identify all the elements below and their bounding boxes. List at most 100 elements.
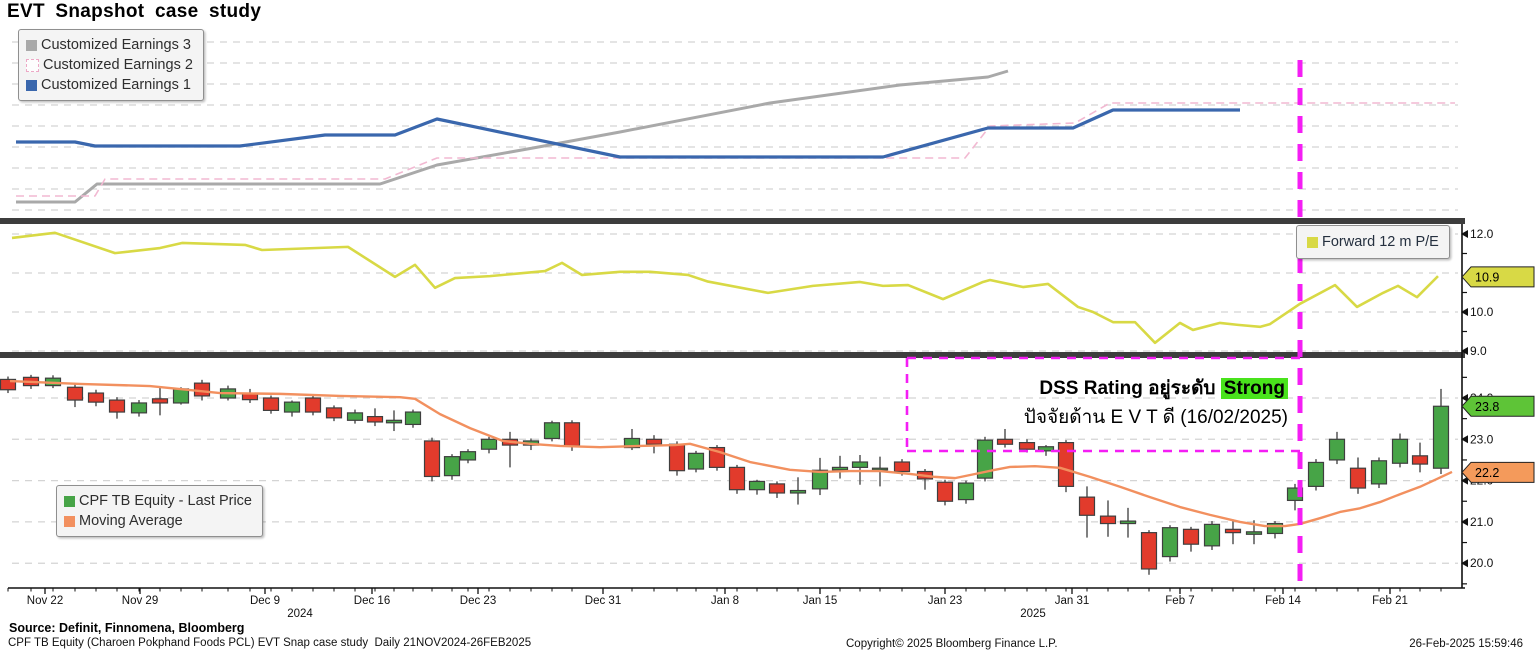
pe-panel (11, 231, 1458, 352)
right-value-axis: 12.010.09.024.023.022.021.020.010.923.82… (1461, 224, 1535, 588)
candle-down (563, 422, 581, 447)
candle-down (66, 386, 84, 401)
candle-down (728, 466, 746, 491)
candle-up (346, 412, 364, 421)
candle-down (1018, 442, 1036, 450)
candle-up (831, 466, 849, 471)
strong-rating-highlight: Strong (1220, 378, 1288, 399)
candle-up (130, 402, 148, 414)
earnings-panel (12, 41, 1458, 211)
candle-up (1307, 461, 1325, 487)
candle-down (87, 392, 105, 403)
legend-label: Moving Average (79, 513, 183, 529)
x-axis-year-label: 2024 (287, 608, 313, 620)
candle-up (1245, 531, 1263, 535)
candle-down (304, 397, 322, 413)
legend-item-last-price: CPF TB Equity - Last Price (64, 491, 252, 511)
x-axis-date-label: Jan 31 (1055, 595, 1090, 607)
forward-pe-line (11, 231, 1439, 345)
candle-down (325, 407, 343, 419)
x-axis-date-label: Nov 22 (27, 595, 63, 607)
source-text: Source: Definit, Finnomena, Bloomberg (9, 621, 245, 635)
candle-up (385, 419, 403, 424)
candle-up (543, 422, 561, 440)
x-axis-date-label: Dec 9 (250, 595, 280, 607)
x-axis-date-label: Dec 31 (585, 595, 621, 607)
legend-item-forward-pe: Forward 12 m P/E (1307, 232, 1439, 252)
moving-average-line (9, 379, 1453, 528)
candle-up (404, 411, 422, 426)
panel-separator (0, 352, 1465, 358)
candle-up (1161, 527, 1179, 558)
candle-up (789, 489, 807, 494)
blue-line-swatch-icon (26, 79, 37, 91)
x-axis-date-label: Dec 23 (460, 595, 496, 607)
candle-down (1411, 455, 1429, 465)
candle-up (851, 461, 869, 468)
candle-down (1078, 496, 1096, 516)
legend-label: Customized Earnings 2 (43, 57, 193, 73)
axis-tick-label: 23.0 (1470, 432, 1494, 446)
annotation-line-1: DSS Rating อยู่ระดับ Strong (1024, 374, 1288, 403)
candle-down (241, 393, 259, 401)
x-axis-date-label: Jan 23 (928, 595, 963, 607)
legend-item-earnings-2: Customized Earnings 2 (26, 55, 193, 75)
axis-tick-label: 20.0 (1470, 556, 1494, 570)
timestamp-text: 26-Feb-2025 15:59:46 (1409, 638, 1523, 650)
candle-up (283, 401, 301, 413)
x-axis: Nov 22 Nov 29 Dec 9 Dec 16 Dec 23 Dec 31 Jan 8… (7, 587, 1465, 620)
candle-down (893, 461, 911, 473)
candle-up (1203, 523, 1221, 547)
line-customized-earnings-2 (16, 102, 1455, 197)
earnings-legend: Customized Earnings 3 Customized Earning… (18, 29, 204, 101)
candle-up (443, 456, 461, 477)
x-axis-date-label: Feb 7 (1165, 595, 1194, 607)
page-title: EVT Snapshot case study (7, 1, 262, 22)
x-axis-date-label: Jan 8 (711, 595, 739, 607)
value-badge-label: 10.9 (1475, 270, 1499, 284)
candle-down (1224, 528, 1242, 534)
value-badge (1461, 266, 1535, 288)
legend-item-earnings-1: Customized Earnings 1 (26, 75, 193, 95)
event-highlight-box (905, 356, 1300, 453)
legend-label: Customized Earnings 3 (41, 37, 191, 53)
value-badge-label: 22.2 (1475, 466, 1499, 480)
axis-tick-label: 10.0 (1470, 305, 1494, 319)
candle-up (459, 451, 477, 461)
candle-down (645, 438, 663, 445)
candle-up (687, 452, 705, 470)
candle-up (1119, 520, 1137, 525)
candle-down (996, 438, 1014, 445)
value-badge (1461, 461, 1535, 483)
dss-rating-annotation: DSS Rating อยู่ระดับ Strong ปัจจัยด้าน E… (1024, 374, 1288, 432)
candle-up (1432, 405, 1450, 469)
x-axis-year-label: 2025 (1020, 608, 1046, 620)
green-candle-swatch-icon (64, 495, 75, 507)
panel-separator (0, 218, 1465, 224)
candle-down (366, 415, 384, 423)
yellow-line-swatch-icon (1307, 236, 1318, 248)
candle-down (1182, 528, 1200, 545)
candle-down (936, 481, 954, 502)
axis-tick-label: 12.0 (1470, 227, 1494, 241)
x-axis-date-label: Dec 16 (354, 595, 390, 607)
candle-down (151, 398, 169, 404)
annotation-line-2: ปัจจัยด้าน E V T ดี (16/02/2025) (1023, 407, 1288, 428)
axis-tick-label: 21.0 (1470, 515, 1494, 529)
chart-description-text: CPF TB Equity (Charoen Pokphand Foods PC… (8, 637, 532, 649)
candle-up (976, 439, 994, 479)
candle-down (1057, 442, 1075, 487)
axis-tick-label: 9.0 (1470, 344, 1487, 358)
gray-line-swatch-icon (26, 39, 37, 51)
legend-item-moving-average: Moving Average (64, 511, 252, 531)
orange-line-swatch-icon (64, 515, 75, 527)
x-axis-date-label: Nov 29 (122, 595, 158, 607)
price-panel (0, 374, 1458, 575)
candle-down (1349, 467, 1367, 489)
candle-up (957, 482, 975, 501)
candle-up (1370, 460, 1388, 485)
legend-label: Forward 12 m P/E (1322, 234, 1439, 250)
x-axis-date-label: Feb 21 (1372, 595, 1408, 607)
